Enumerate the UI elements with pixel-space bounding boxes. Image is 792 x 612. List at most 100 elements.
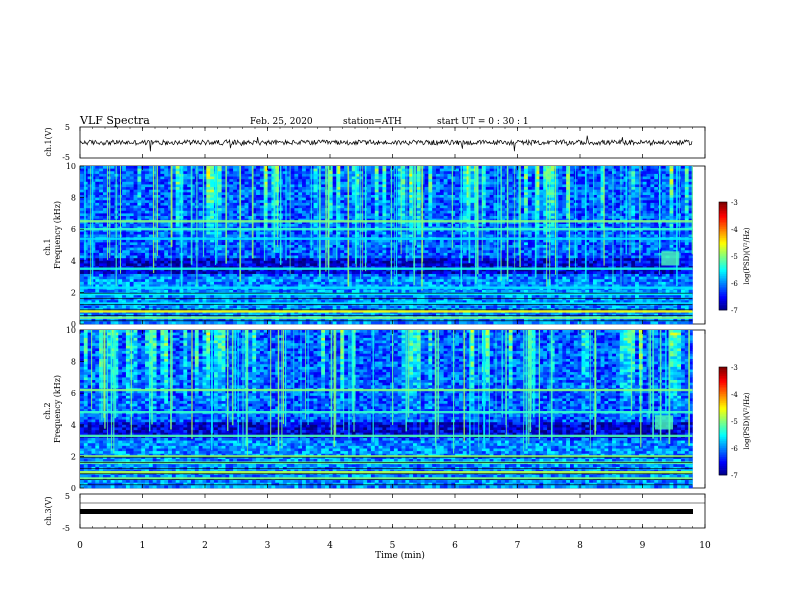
spectrogram-cell (137, 245, 142, 248)
spectrogram-cell (221, 279, 226, 283)
spectrogram-cell (317, 289, 322, 293)
spectrogram-cell (145, 181, 150, 185)
spectrogram-cell (332, 276, 337, 280)
spectrogram-cell (294, 321, 299, 325)
spectrogram-cell (145, 176, 150, 180)
spectrogram-cell (282, 176, 288, 180)
spectrogram-cell (198, 273, 203, 277)
spectrogram-cell (95, 284, 100, 288)
spectrogram-cell (271, 276, 276, 280)
spectrogram-cell (164, 173, 169, 177)
spectrogram-cell (256, 300, 261, 304)
spectrogram-cell (187, 213, 192, 217)
spectrogram-cell (370, 279, 376, 283)
spectrogram-cell (91, 260, 96, 264)
spectrogram-cell (133, 205, 138, 209)
spectrogram-cell (187, 223, 192, 227)
spectrogram-cell (321, 184, 326, 188)
spectrogram-cell (309, 271, 314, 275)
spectrogram-cell (240, 210, 245, 214)
spectrogram-cell (102, 189, 108, 193)
spectrogram-cell (80, 197, 85, 201)
spectrogram-cell (359, 281, 364, 285)
spectrogram-cell (110, 184, 115, 188)
spectrogram-cell (156, 189, 161, 193)
spectrogram-cell (340, 247, 345, 251)
spectrogram-cell (106, 281, 111, 285)
spectrogram-cell (236, 247, 242, 251)
spectrogram-cell (129, 223, 134, 227)
spectrogram-cell (240, 300, 245, 304)
spectrogram-cell (80, 321, 85, 325)
spectrogram-cell (171, 189, 177, 193)
spectrogram-cell (259, 245, 265, 248)
ch1-ytick-bottom: -5 (62, 153, 70, 162)
spectrogram-cell (351, 258, 356, 262)
spectrogram-cell (202, 223, 207, 227)
spectrogram-cell (321, 255, 326, 259)
spectrogram-cell (233, 168, 238, 172)
spectrogram-cell (363, 271, 368, 275)
spectrogram-cell (248, 247, 253, 251)
spectrogram-cell (336, 255, 341, 259)
spectrogram-cell (125, 229, 131, 233)
spectrogram-cell (286, 260, 291, 264)
spectrogram-cell (91, 181, 96, 185)
spectrogram-cell (191, 247, 196, 251)
spectrogram-cell (106, 166, 111, 169)
spectrogram-cell (386, 258, 391, 262)
spectrogram-cell (233, 223, 238, 227)
spectrogram-cell (175, 279, 180, 283)
spectrogram-cell (256, 318, 261, 322)
spectrogram-cell (271, 168, 276, 172)
spectrogram-cell (347, 255, 353, 259)
spectrogram-cell (168, 318, 173, 322)
spectrogram-cell (148, 229, 154, 233)
spectrogram-cell (305, 281, 310, 285)
spectrogram-cell (305, 166, 310, 169)
spectrogram-cell (313, 239, 318, 243)
spectrogram-cell (229, 305, 234, 309)
spectrogram-cell (217, 245, 222, 248)
spectrogram-cell (374, 213, 379, 217)
spectrogram-cell (367, 210, 372, 214)
spectrogram-cell (145, 192, 150, 196)
spectrogram-cell (168, 234, 173, 238)
spectrogram-cell (118, 300, 123, 304)
spectrogram-cell (259, 242, 265, 246)
spectrogram-cell (225, 200, 230, 204)
spectrogram-cell (351, 250, 356, 254)
spectrogram-cell (263, 229, 268, 233)
spectrogram-cell (286, 200, 291, 204)
spectrogram-cell (298, 194, 303, 198)
spectrogram-cell (367, 289, 372, 293)
spectrogram-cell (256, 242, 261, 246)
spectrogram-cell (302, 268, 307, 272)
spectrogram-cell (340, 205, 345, 209)
spectrogram-cell (213, 276, 219, 280)
spectrogram-cell (332, 168, 337, 172)
spectrogram-cell (175, 179, 180, 183)
spectrogram-cell (164, 271, 169, 275)
spectrogram-cell (298, 305, 303, 309)
spectrogram-cell (171, 263, 177, 267)
spectrogram-cell (370, 271, 376, 275)
spectrogram-cell (282, 231, 288, 235)
spectrogram-cell (271, 231, 276, 235)
spectrogram-cell (298, 289, 303, 293)
spectrogram-cell (122, 216, 127, 219)
spectrogram-cell (145, 268, 150, 272)
spectrogram-cell (106, 200, 111, 204)
spectrogram-cell (110, 192, 115, 196)
spectrogram-cell (248, 239, 253, 243)
spectrogram-cell (267, 289, 272, 293)
spectrogram-cell (168, 297, 173, 301)
spectrogram-cell (80, 255, 85, 259)
spectrogram-cell (340, 242, 345, 246)
spectrogram-cell (290, 245, 295, 248)
spectrogram-cell (252, 187, 257, 190)
spectrogram-cell (183, 176, 188, 180)
spectrogram-cell (271, 279, 276, 283)
spectrogram-cell (152, 247, 157, 251)
spectrogram-cell (305, 202, 310, 206)
